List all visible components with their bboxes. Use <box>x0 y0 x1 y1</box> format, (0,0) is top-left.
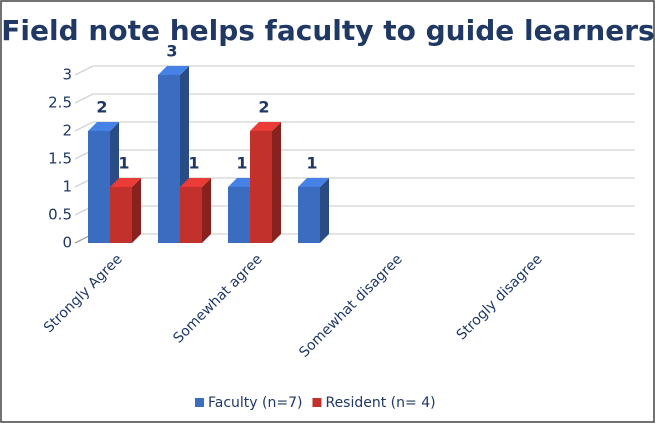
data-label: 1 <box>306 154 317 173</box>
bar-side <box>272 122 281 243</box>
legend-swatch <box>195 398 204 407</box>
bar-front <box>298 187 320 243</box>
bar-top <box>180 178 211 187</box>
bar-top <box>110 178 141 187</box>
bar <box>110 178 141 243</box>
grid-line <box>74 65 635 76</box>
bar-top <box>158 66 189 75</box>
data-label: 2 <box>258 98 269 117</box>
bar <box>298 178 329 243</box>
bar <box>250 122 281 243</box>
bar-front <box>250 131 272 243</box>
bar-side <box>132 178 141 243</box>
grid-line <box>74 93 635 104</box>
bar-top <box>88 122 119 131</box>
bar-front <box>158 75 180 243</box>
y-tick-label: 1 <box>62 178 72 196</box>
legend-label: Faculty (n=7) <box>208 395 302 411</box>
bar-front <box>110 187 132 243</box>
legend-swatch <box>312 398 322 407</box>
data-label: 2 <box>96 98 107 117</box>
bar-side <box>320 178 329 243</box>
data-label: 1 <box>118 154 129 173</box>
bar-front <box>180 187 202 243</box>
data-label: 3 <box>166 42 177 61</box>
bar <box>180 178 211 243</box>
bar-top <box>298 178 329 187</box>
y-tick-label: 2.5 <box>48 94 72 112</box>
data-label: 1 <box>188 154 199 173</box>
y-tick-label: 2 <box>62 122 72 140</box>
y-tick-label: 1.5 <box>48 150 72 168</box>
chart-title: Field note helps faculty to guide learne… <box>1 14 654 47</box>
y-tick-label: 0.5 <box>48 206 72 224</box>
bar-front <box>88 131 110 243</box>
bar-side <box>202 178 211 243</box>
legend-label: Resident (n= 4) <box>325 395 435 411</box>
data-label: 1 <box>236 154 247 173</box>
y-tick-label: 0 <box>62 234 72 252</box>
grid-line <box>74 121 635 132</box>
y-tick-label: 3 <box>62 66 72 84</box>
bar-front <box>228 187 250 243</box>
bar-top <box>250 122 281 131</box>
